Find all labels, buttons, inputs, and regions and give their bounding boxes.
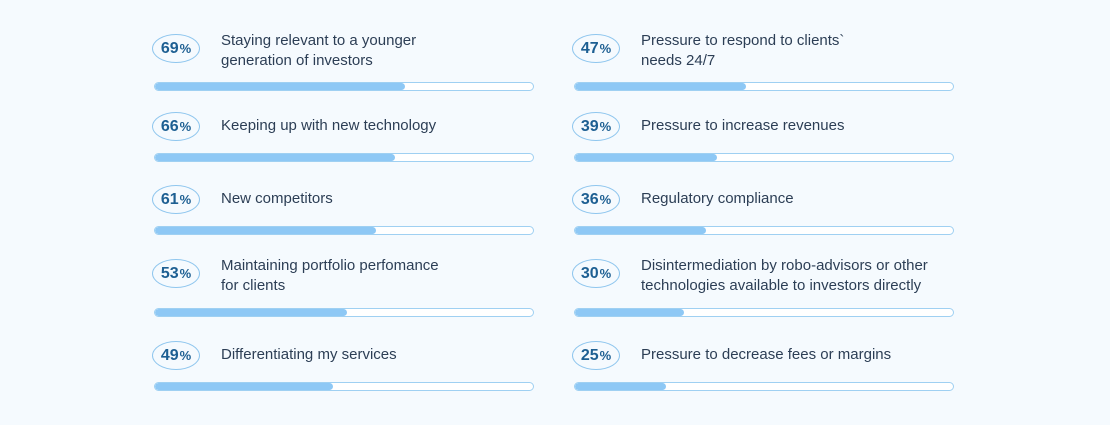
bar-track — [154, 308, 534, 317]
value-badge: 66% — [152, 112, 200, 141]
value-badge: 30% — [572, 259, 620, 288]
data-label-percent: % — [179, 348, 192, 363]
value-badge: 25% — [572, 341, 620, 370]
category-label: Staying relevant to a younger generation … — [221, 31, 551, 71]
category-label-line: Maintaining portfolio perfomance — [221, 257, 439, 274]
data-label-value: 61 — [160, 190, 179, 208]
bar — [575, 383, 666, 390]
bar — [575, 83, 746, 90]
value-badge: 69% — [152, 34, 200, 63]
data-label-value: 36 — [580, 190, 599, 208]
chart-item: 61% New competitors — [152, 185, 552, 245]
bar-track — [574, 153, 954, 162]
chart-item: 49% Differentiating my services — [152, 341, 552, 401]
bar — [575, 154, 717, 161]
chart-item: 47% Pressure to respond to clients` needs … — [572, 31, 972, 94]
data-label-percent: % — [599, 266, 612, 281]
category-label-line: Disintermediation by robo-advisors or ot… — [641, 257, 928, 274]
bar — [155, 83, 406, 90]
category-label: Differentiating my services — [221, 345, 551, 365]
bar-track — [154, 82, 534, 91]
bar — [155, 309, 348, 316]
data-label-percent: % — [599, 41, 612, 56]
data-label-value: 69 — [160, 39, 179, 57]
data-label-percent: % — [599, 348, 612, 363]
chart-item: 66% Keeping up with new technology — [152, 112, 552, 172]
data-label-value: 39 — [580, 117, 599, 135]
chart-item: 39% Pressure to increase revenues — [572, 112, 972, 172]
category-label: Pressure to increase revenues — [641, 116, 971, 136]
data-label-percent: % — [179, 41, 192, 56]
data-label-value: 47 — [580, 39, 599, 57]
bar-track — [574, 82, 954, 91]
category-label-line: Pressure to respond to clients` — [641, 32, 845, 49]
category-label-line: generation of investors — [221, 52, 373, 69]
category-label-line: Keeping up with new technology — [221, 117, 437, 134]
data-label-percent: % — [179, 119, 192, 134]
bar-track — [154, 153, 534, 162]
category-label-line: needs 24/7 — [641, 52, 716, 69]
bar-track — [154, 226, 534, 235]
bar-track — [154, 382, 534, 391]
category-label: Keeping up with new technology — [221, 116, 551, 136]
data-label-value: 66 — [160, 117, 179, 135]
bar-track — [574, 226, 954, 235]
category-label: Regulatory compliance — [641, 189, 971, 209]
category-label: Maintaining portfolio perfomance for clie… — [221, 256, 551, 296]
category-label-line: Regulatory compliance — [641, 190, 794, 207]
value-badge: 49% — [152, 341, 200, 370]
chart-item: 53% Maintaining portfolio perfomance for c… — [152, 256, 552, 319]
data-label-value: 30 — [580, 264, 599, 282]
bar-track — [574, 308, 954, 317]
category-label-line: technologies available to investors dire… — [641, 277, 922, 294]
bar — [575, 227, 706, 234]
value-badge: 61% — [152, 185, 200, 214]
data-label-percent: % — [599, 119, 612, 134]
data-label-percent: % — [179, 266, 192, 281]
category-label: Pressure to decrease fees or margins — [641, 345, 971, 365]
data-label-value: 49 — [160, 346, 179, 364]
value-badge: 39% — [572, 112, 620, 141]
bar — [155, 383, 333, 390]
value-badge: 47% — [572, 34, 620, 63]
chart-item: 69% Staying relevant to a younger generati… — [152, 31, 552, 94]
category-label-line: Pressure to decrease fees or margins — [641, 346, 892, 363]
chart-item: 36% Regulatory compliance — [572, 185, 972, 245]
value-badge: 36% — [572, 185, 620, 214]
category-label: Disintermediation by robo-advisors or ot… — [641, 256, 971, 296]
bar — [155, 227, 377, 234]
category-label-line: Staying relevant to a younger — [221, 32, 417, 49]
data-label-percent: % — [179, 192, 192, 207]
data-label-value: 53 — [160, 264, 179, 282]
category-label-line: New competitors — [221, 190, 333, 207]
category-label: Pressure to respond to clients` needs 24/… — [641, 31, 971, 71]
value-badge: 53% — [152, 259, 200, 288]
bar — [155, 154, 395, 161]
data-label-value: 25 — [580, 346, 599, 364]
category-label-line: Differentiating my services — [221, 346, 397, 363]
bar — [575, 309, 684, 316]
category-label: New competitors — [221, 189, 551, 209]
bar-track — [574, 382, 954, 391]
category-label-line: for clients — [221, 277, 286, 294]
chart-item: 25% Pressure to decrease fees or margins — [572, 341, 972, 401]
data-label-percent: % — [599, 192, 612, 207]
category-label-line: Pressure to increase revenues — [641, 117, 845, 134]
chart-item: 30% Disintermediation by robo-advisors or… — [572, 256, 972, 319]
